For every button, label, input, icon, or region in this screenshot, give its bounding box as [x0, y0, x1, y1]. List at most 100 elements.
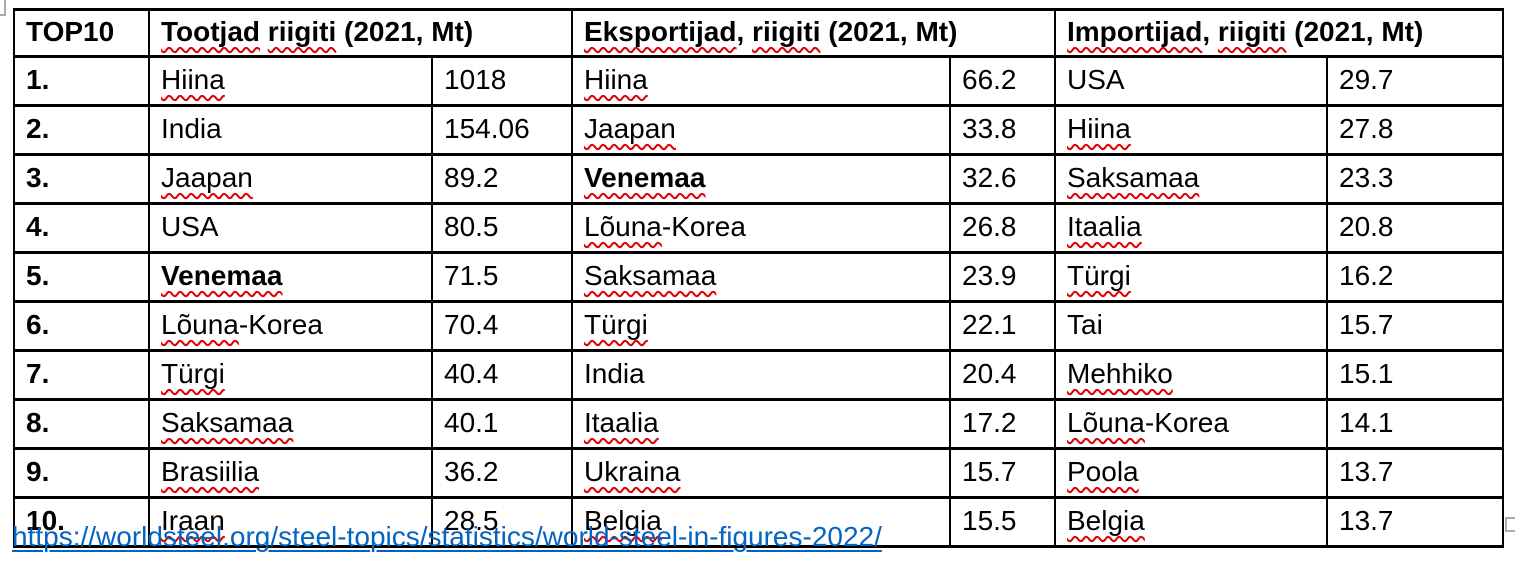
- rank-cell: 10.: [13, 496, 150, 548]
- exporter-value-cell: 22.1: [949, 300, 1056, 352]
- exporter-country-cell: Ukraina: [571, 447, 951, 499]
- exporter-country-cell: Lõuna-Korea: [571, 202, 951, 254]
- header-row: TOP10 Tootjad riigiti (2021, Mt) Eksport…: [13, 8, 1505, 58]
- misspelled-word: Lõuna: [584, 210, 662, 242]
- source-link[interactable]: https://worldsteel.org/steel-topics/stat…: [12, 521, 882, 552]
- importer-country-cell: Lõuna-Korea: [1054, 398, 1328, 450]
- exporter-country-cell: Jaapan: [571, 104, 951, 156]
- misspelled-word: riigiti: [1217, 15, 1287, 47]
- misspelled-word: Belgia: [584, 504, 662, 536]
- misspelled-word: Belgia: [1067, 504, 1145, 536]
- producer-country-cell: Iraan: [148, 496, 433, 548]
- importer-value-cell: 27.8: [1325, 104, 1505, 156]
- importer-country-cell: Hiina: [1054, 104, 1328, 156]
- exporter-country-cell: Belgia: [571, 496, 951, 548]
- rank-cell: 9.: [13, 447, 150, 499]
- producer-country-cell: USA: [148, 202, 433, 254]
- producer-country-cell: Venemaa: [148, 251, 433, 303]
- producer-country-cell: India: [148, 104, 433, 156]
- producer-value-cell: 40.1: [431, 398, 573, 450]
- importer-value-cell: 13.7: [1325, 496, 1505, 548]
- importer-country-cell: Itaalia: [1054, 202, 1328, 254]
- producer-country-cell: Saksamaa: [148, 398, 433, 450]
- table-resize-handle[interactable]: [1505, 517, 1515, 532]
- producer-country-cell: Türgi: [148, 349, 433, 401]
- misspelled-word: Saksamaa: [1067, 161, 1200, 193]
- producer-value-cell: 1018: [431, 55, 573, 107]
- misspelled-word: Hiina: [584, 63, 648, 95]
- misspelled-word: Jaapan: [584, 112, 676, 144]
- exporter-country-cell: Venemaa: [571, 153, 951, 205]
- importer-country-cell: Türgi: [1054, 251, 1328, 303]
- misspelled-word: Iraan: [161, 504, 225, 536]
- misspelled-word: Mehhiko: [1067, 357, 1173, 389]
- header-importers: Importijad, riigiti (2021, Mt): [1053, 8, 1505, 58]
- exporter-value-cell: 33.8: [949, 104, 1056, 156]
- producer-value-cell: 40.4: [431, 349, 573, 401]
- misspelled-word: Saksamaa: [161, 406, 294, 438]
- rank-cell: 3.: [13, 153, 150, 205]
- table-row: 3. Jaapan 89.2 Venemaa 32.6 Saksamaa 23.3: [13, 153, 1505, 205]
- producer-value-cell: 89.2: [431, 153, 573, 205]
- producer-value-cell: 36.2: [431, 447, 573, 499]
- exporter-country-cell: Türgi: [571, 300, 951, 352]
- importer-country-cell: Tai: [1054, 300, 1328, 352]
- misspelled-word: riigiti: [267, 15, 337, 47]
- producer-country-cell: Brasiilia: [148, 447, 433, 499]
- misspelled-word: Hiina: [161, 63, 225, 95]
- misspelled-word: Lõuna: [161, 308, 239, 340]
- rank-cell: 8.: [13, 398, 150, 450]
- misspelled-word: Tootjad: [161, 15, 261, 47]
- misspelled-word: Itaalia: [1067, 210, 1142, 242]
- misspelled-word: Poola: [1067, 455, 1139, 487]
- rank-cell: 4.: [13, 202, 150, 254]
- producer-value-cell: 28.5: [431, 496, 573, 548]
- misspelled-word: Itaalia: [584, 406, 659, 438]
- importer-value-cell: 20.8: [1325, 202, 1505, 254]
- misspelled-word: Importijad: [1067, 15, 1203, 47]
- importer-country-cell: Belgia: [1054, 496, 1328, 548]
- misspelled-word: riigiti: [752, 15, 821, 47]
- exporter-value-cell: 15.7: [949, 447, 1056, 499]
- misspelled-word: Eksportijad: [584, 15, 737, 47]
- rank-cell: 5.: [13, 251, 150, 303]
- misspelled-word: Venemaa: [584, 161, 706, 193]
- producer-country-cell: Lõuna-Korea: [148, 300, 433, 352]
- exporter-value-cell: 23.9: [949, 251, 1056, 303]
- table-row: 1. Hiina 1018 Hiina 66.2 USA 29.7: [13, 55, 1505, 107]
- exporter-value-cell: 20.4: [949, 349, 1056, 401]
- importer-country-cell: USA: [1054, 55, 1328, 107]
- table-body: 1. Hiina 1018 Hiina 66.2 USA 29.7 2. India 154.06…: [13, 55, 1505, 548]
- producer-value-cell: 154.06: [431, 104, 573, 156]
- header-producers: Tootjad riigiti (2021, Mt): [148, 8, 573, 58]
- producer-value-cell: 80.5: [431, 202, 573, 254]
- exporter-value-cell: 15.5: [949, 496, 1056, 548]
- exporter-country-cell: Hiina: [571, 55, 951, 107]
- misspelled-word: Hiina: [1067, 112, 1131, 144]
- importer-country-cell: Poola: [1054, 447, 1328, 499]
- rank-cell: 7.: [13, 349, 150, 401]
- exporter-value-cell: 17.2: [949, 398, 1056, 450]
- header-exporters: Eksportijad, riigiti (2021, Mt): [571, 8, 1056, 58]
- exporter-country-cell: Saksamaa: [571, 251, 951, 303]
- importer-value-cell: 16.2: [1325, 251, 1505, 303]
- misspelled-word: Lõuna: [1067, 406, 1145, 438]
- table-row: 2. India 154.06 Jaapan 33.8 Hiina 27.8: [13, 104, 1505, 156]
- table-row: 9. Brasiilia 36.2 Ukraina 15.7 Poola 13.7: [13, 447, 1505, 499]
- misspelled-word: Jaapan: [161, 161, 253, 193]
- exporter-value-cell: 32.6: [949, 153, 1056, 205]
- producer-value-cell: 70.4: [431, 300, 573, 352]
- table-move-handle-fragment: [0, 0, 6, 16]
- table-row: 7. Türgi 40.4 India 20.4 Mehhiko 15.1: [13, 349, 1505, 401]
- producer-country-cell: Jaapan: [148, 153, 433, 205]
- importer-value-cell: 23.3: [1325, 153, 1505, 205]
- top10-steel-table: TOP10 Tootjad riigiti (2021, Mt) Eksport…: [13, 8, 1505, 548]
- exporter-country-cell: India: [571, 349, 951, 401]
- misspelled-word: Türgi: [1067, 259, 1131, 291]
- misspelled-word: Brasiilia: [161, 455, 260, 487]
- rank-cell: 6.: [13, 300, 150, 352]
- rank-cell: 1.: [13, 55, 150, 107]
- table-row: 8. Saksamaa 40.1 Itaalia 17.2 Lõuna-Korea 14.1: [13, 398, 1505, 450]
- importer-value-cell: 15.1: [1325, 349, 1505, 401]
